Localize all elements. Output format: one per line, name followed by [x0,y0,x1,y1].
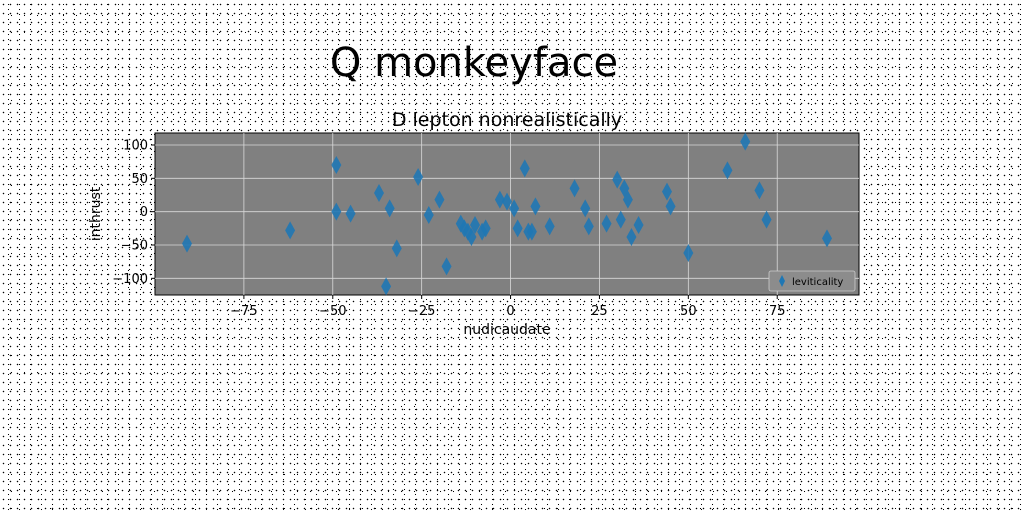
x-tick-label: 25 [591,304,608,319]
plot-area [154,132,860,296]
legend-box [768,270,856,292]
data-point [626,228,637,246]
x-tick-label: 75 [769,304,786,319]
data-point [822,229,832,248]
data-point [601,214,612,233]
figure-suptitle: Q monkeyface [330,40,618,86]
data-point [466,228,477,246]
data-point [754,181,765,200]
data-point [374,184,384,202]
data-point [530,197,541,216]
data-point [580,199,591,218]
y-tick-label: −50 [121,239,148,254]
data-point [345,204,356,223]
data-point [583,217,594,236]
y-axis-label: inthrust [88,186,104,241]
y-axis: −100 −50 0 50 100 [112,139,155,287]
data-point [662,182,672,201]
data-point [413,168,424,186]
data-point [683,244,694,262]
data-point [182,234,192,253]
data-point [480,219,491,238]
data-point [423,206,434,224]
y-tick-label: 0 [140,205,148,220]
data-point [381,277,392,296]
y-tick-label: 100 [123,139,148,154]
y-tick-label: 50 [131,172,148,187]
data-point [633,216,644,234]
data-point [722,161,733,180]
legend-marker [779,275,785,287]
x-axis-label: nudicaudate [463,322,550,338]
data-point [740,132,751,151]
grid-lines [155,133,859,295]
x-axis: −75 −50 −25 0 25 50 75 [230,295,785,319]
data-point [391,239,402,258]
data-point [569,179,580,198]
data-point [761,210,772,229]
data-point [622,190,633,209]
data-point [544,217,555,236]
data-point [509,199,520,218]
data-point [519,159,530,178]
data-point [285,221,296,240]
data-point [526,222,537,241]
legend: leviticality [768,270,856,292]
data-point [331,202,342,221]
data-point [384,199,395,218]
y-tick-label: −100 [112,272,148,287]
legend-label: leviticality [792,277,843,288]
x-tick-label: 50 [680,304,697,319]
data-point [331,156,342,174]
x-tick-label: 0 [506,304,514,319]
data-point [612,170,623,189]
data-points [182,132,832,296]
data-point [502,192,512,211]
x-tick-label: −25 [408,304,435,319]
data-point [441,257,452,276]
x-tick-label: −75 [230,304,257,319]
data-point [470,216,480,234]
x-tick-label: −50 [319,304,346,319]
data-point [615,210,626,229]
chart-title: D lepton nonrealistically [392,109,622,131]
data-point [512,219,523,238]
data-point [494,190,505,209]
data-point [434,190,445,209]
data-point [665,197,676,216]
